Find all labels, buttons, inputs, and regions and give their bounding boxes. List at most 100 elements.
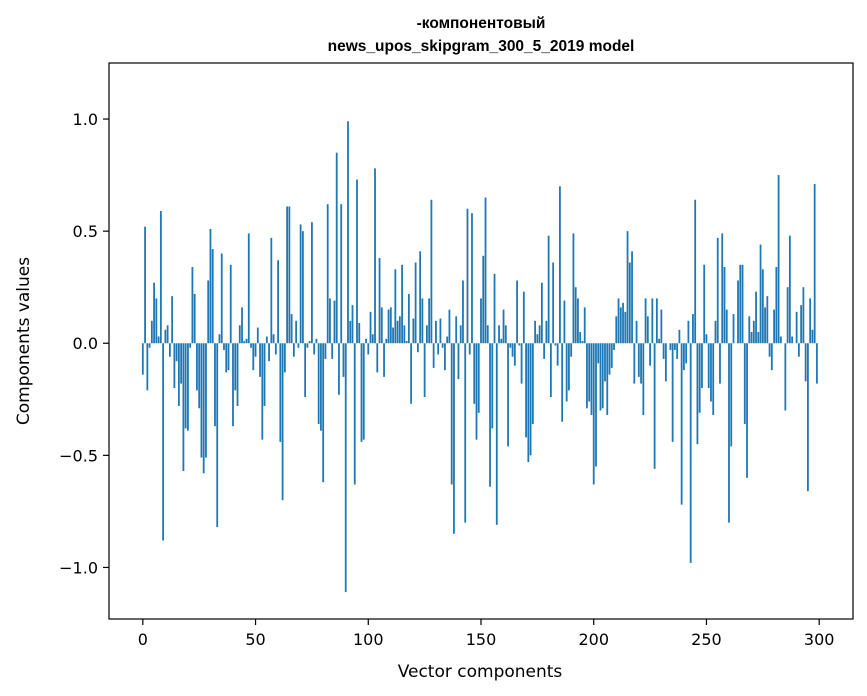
bar bbox=[595, 343, 597, 467]
bar bbox=[432, 343, 435, 368]
bar bbox=[335, 152, 338, 344]
bar bbox=[448, 309, 451, 344]
bar bbox=[556, 343, 559, 366]
bar bbox=[423, 343, 426, 398]
bar bbox=[299, 224, 302, 344]
bar bbox=[604, 343, 606, 382]
bar bbox=[347, 121, 349, 344]
bar bbox=[770, 343, 773, 371]
bar bbox=[329, 298, 331, 344]
bar bbox=[644, 298, 647, 344]
x-tick-label: 100 bbox=[353, 630, 384, 649]
bar bbox=[177, 343, 180, 407]
bar bbox=[797, 343, 800, 357]
bar bbox=[209, 228, 212, 344]
bar bbox=[358, 323, 361, 344]
bar bbox=[694, 199, 697, 344]
bar bbox=[807, 343, 809, 492]
bar bbox=[324, 343, 327, 359]
bar bbox=[207, 280, 210, 344]
bar bbox=[144, 226, 146, 344]
bar bbox=[662, 343, 665, 359]
bar bbox=[477, 343, 480, 413]
bar bbox=[421, 298, 424, 344]
bar bbox=[162, 343, 165, 541]
bar bbox=[313, 343, 316, 355]
bar bbox=[270, 237, 273, 344]
bar bbox=[320, 343, 322, 431]
bar bbox=[698, 343, 701, 413]
bar bbox=[642, 343, 645, 415]
bar bbox=[281, 343, 284, 501]
bar bbox=[401, 264, 403, 344]
bar bbox=[340, 204, 343, 344]
bar bbox=[148, 343, 151, 348]
bar bbox=[624, 311, 627, 344]
bar bbox=[223, 343, 225, 350]
bar bbox=[716, 237, 719, 344]
bar bbox=[471, 213, 473, 344]
bar bbox=[338, 343, 340, 395]
bar bbox=[730, 343, 733, 447]
bar bbox=[326, 204, 329, 344]
bar bbox=[247, 233, 250, 344]
bar bbox=[376, 343, 379, 373]
bar bbox=[504, 325, 507, 344]
bar bbox=[703, 264, 706, 344]
bar bbox=[412, 318, 415, 344]
bar bbox=[155, 298, 158, 344]
bar bbox=[200, 343, 203, 458]
bar bbox=[453, 343, 455, 534]
bar bbox=[187, 343, 189, 431]
bar bbox=[743, 343, 746, 424]
bar bbox=[809, 298, 812, 344]
bar bbox=[383, 343, 385, 377]
bar bbox=[288, 206, 291, 344]
x-tick-label: 300 bbox=[804, 630, 835, 649]
bar bbox=[157, 336, 160, 344]
bar bbox=[243, 341, 246, 344]
bar bbox=[622, 302, 624, 344]
bar bbox=[365, 338, 367, 344]
bar bbox=[513, 343, 516, 366]
bar bbox=[344, 343, 347, 593]
bar bbox=[520, 343, 523, 384]
bar bbox=[198, 343, 201, 409]
bar bbox=[450, 343, 453, 485]
bar bbox=[692, 314, 694, 344]
bar bbox=[678, 329, 681, 344]
bar bbox=[696, 343, 699, 445]
chart-title-line2: news_upos_skipgram_300_5_2019 model bbox=[328, 38, 635, 55]
bar bbox=[274, 343, 277, 355]
bar bbox=[491, 343, 494, 429]
bar bbox=[637, 343, 640, 377]
bar bbox=[761, 269, 764, 344]
bar bbox=[486, 325, 489, 344]
bar bbox=[311, 222, 313, 344]
bar bbox=[435, 320, 437, 344]
bar bbox=[554, 343, 557, 346]
bar bbox=[613, 343, 615, 350]
bar bbox=[522, 291, 525, 344]
bar bbox=[572, 233, 575, 344]
bar bbox=[263, 343, 266, 407]
bar bbox=[549, 343, 552, 398]
bar bbox=[268, 343, 270, 362]
y-tick-label: −1.0 bbox=[59, 558, 98, 577]
bar bbox=[784, 343, 787, 411]
bar bbox=[559, 186, 561, 344]
bar bbox=[525, 343, 527, 438]
bar bbox=[252, 343, 255, 371]
bar bbox=[561, 343, 564, 422]
bar bbox=[464, 343, 467, 523]
bar bbox=[241, 307, 243, 344]
bar bbox=[150, 320, 153, 344]
bar bbox=[180, 343, 183, 384]
bar bbox=[739, 264, 742, 344]
bar bbox=[628, 262, 631, 344]
bar bbox=[216, 343, 219, 528]
bar bbox=[457, 343, 460, 380]
bar bbox=[529, 343, 532, 456]
bar bbox=[356, 179, 358, 344]
bar bbox=[171, 296, 174, 344]
